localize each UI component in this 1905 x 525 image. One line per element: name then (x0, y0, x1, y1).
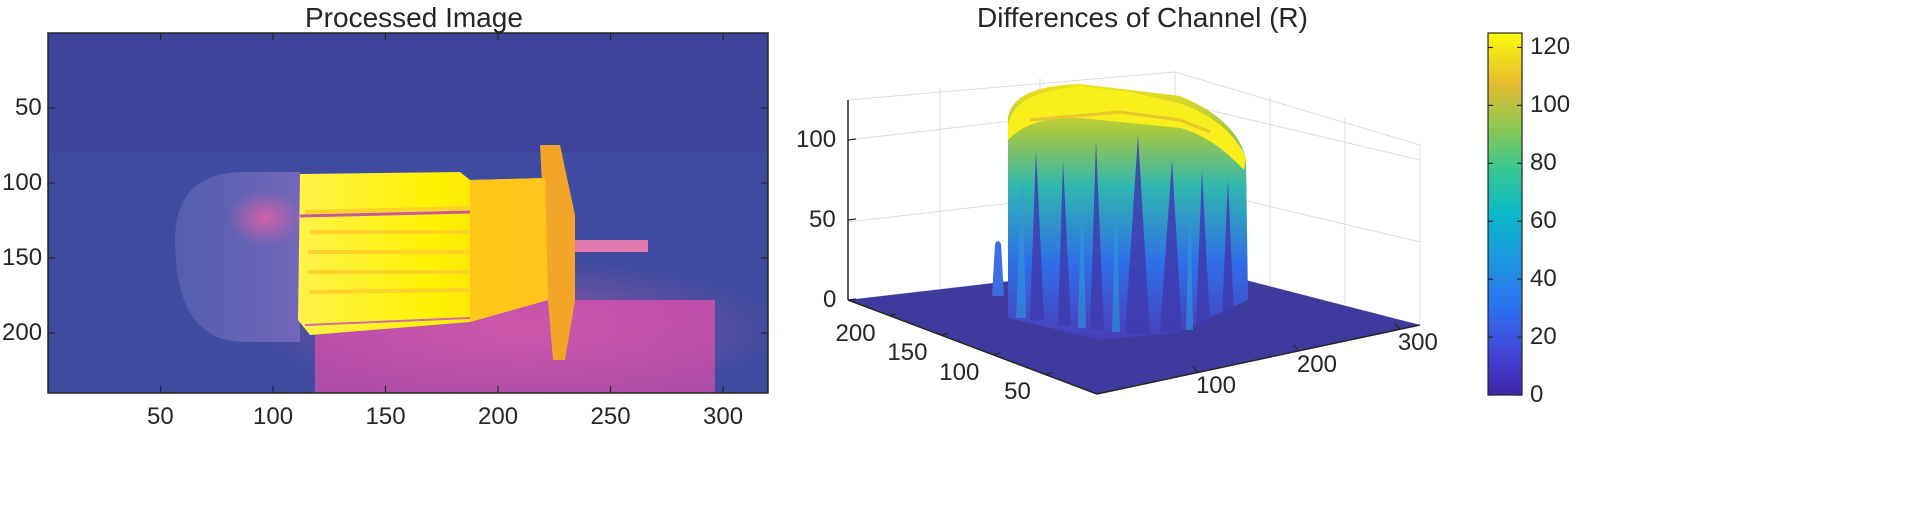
right-x-tick-mark (1293, 344, 1300, 352)
right-chart-title: Differences of Channel (R) (977, 2, 1308, 33)
right-z-tick-label: 50 (809, 206, 836, 233)
colorbar-tick-label: 60 (1530, 207, 1557, 235)
right-z-tick-mark (847, 218, 857, 221)
colorbar-tick-label: 0 (1530, 381, 1544, 408)
right-y-tick-label: 50 (1004, 378, 1031, 406)
colorbar (1487, 32, 1523, 396)
right-y-tick-mark (941, 332, 949, 336)
left-y-tick-label: 50 (15, 94, 42, 121)
right-x-tick-label: 200 (1296, 350, 1337, 378)
colorbar-tick-label: 20 (1530, 323, 1557, 351)
right-x-tick-mark (1394, 322, 1401, 330)
right-z-tick-mark (847, 298, 857, 301)
left-y-tick-label: 150 (2, 244, 43, 271)
right-y-tick-mark (1044, 371, 1053, 375)
left-x-tick-label: 150 (365, 403, 406, 430)
right-z-tick-label: 100 (796, 126, 837, 153)
left-axes-frame (47, 32, 769, 394)
right-x-tick-label: 300 (1397, 329, 1438, 357)
left-x-tick-label: 100 (253, 403, 294, 430)
colorbar-tick-label: 80 (1530, 149, 1557, 177)
right-y-tick-label: 200 (835, 319, 876, 347)
right-axis-ticks (847, 138, 1401, 375)
left-y-tick-label: 200 (2, 319, 43, 346)
left-x-tick-label: 250 (590, 403, 631, 430)
left-x-tick-label: 200 (478, 403, 519, 430)
colorbar-tick-label: 100 (1530, 91, 1571, 119)
left-plot-area (48, 33, 780, 400)
right-x-tick-label: 100 (1195, 372, 1236, 400)
right-y-tick-mark (889, 313, 897, 317)
left-chart-title: Processed Image (305, 2, 523, 33)
left-x-tick-label: 50 (147, 403, 174, 430)
right-plot-area (847, 70, 1421, 394)
right-z-tick-mark (847, 138, 857, 141)
left-x-tick-label: 300 (703, 403, 744, 430)
right-y-tick-mark (993, 352, 1001, 356)
colorbar-ticks (1488, 46, 1522, 396)
right-x-tick-mark (1192, 366, 1199, 373)
left-y-tick-label: 100 (2, 169, 43, 196)
right-y-tick-label: 150 (887, 339, 928, 367)
colorbar-tick-label: 40 (1530, 265, 1557, 293)
right-z-tick-label: 0 (823, 286, 837, 313)
colorbar-tick-label: 120 (1530, 33, 1571, 61)
left-axis-ticks (48, 33, 768, 393)
right-y-tick-label: 100 (939, 358, 980, 386)
